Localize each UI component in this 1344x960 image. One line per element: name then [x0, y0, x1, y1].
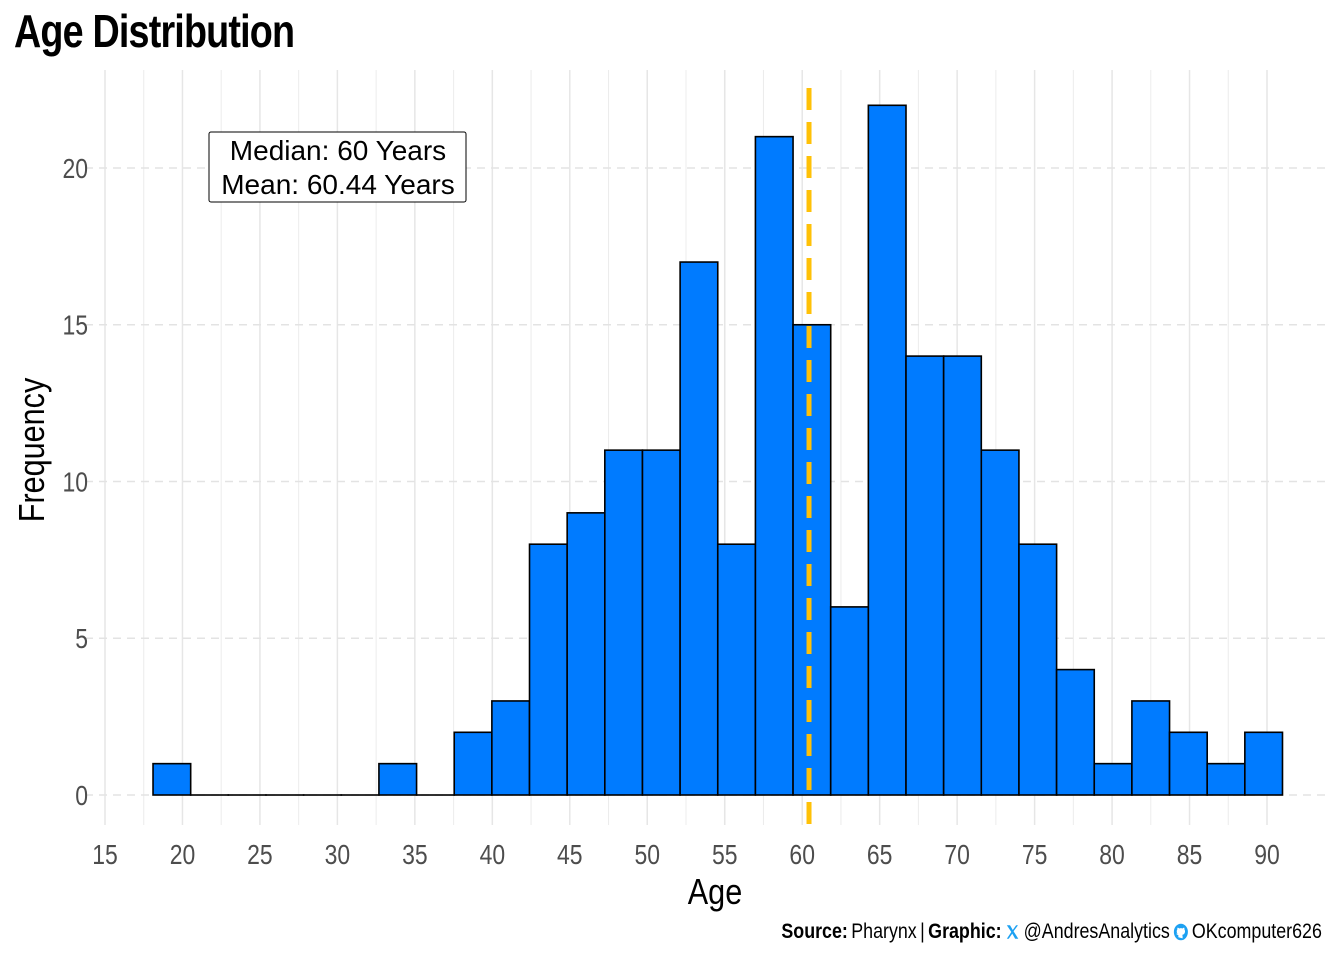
caption-source-label: Source:	[781, 920, 848, 943]
annotation-median: Median: 60 Years	[230, 135, 446, 166]
caption-x-handle[interactable]: @AndresAnalytics	[1023, 920, 1170, 943]
histogram-bar	[528, 543, 568, 796]
x-axis-title: Age	[688, 873, 742, 913]
x-tick-label: 75	[1022, 840, 1048, 871]
x-tick-label: 50	[635, 840, 661, 871]
histogram-bar	[829, 606, 870, 796]
x-tick-label: 15	[92, 840, 118, 871]
histogram-bar	[792, 323, 832, 796]
stats-annotation: Median: 60 Years Mean: 60.44 Years	[208, 131, 467, 203]
x-tick-label: 20	[170, 840, 196, 871]
histogram-bar	[641, 449, 681, 796]
y-tick-label: 5	[75, 624, 88, 655]
histogram-bar	[491, 700, 531, 796]
y-tick-label: 0	[75, 781, 88, 812]
x-tick-label: 70	[944, 840, 970, 871]
x-tick-label: 45	[557, 840, 583, 871]
x-tick-label: 35	[402, 840, 428, 871]
histogram-bar	[1093, 762, 1133, 796]
histogram-bar	[867, 104, 907, 796]
x-tick-label: 25	[247, 840, 273, 871]
histogram-bar	[754, 135, 794, 796]
histogram-bar	[1018, 543, 1058, 796]
caption: Source: Pharynx | Graphic: @AndresAnalyt…	[782, 920, 1322, 944]
caption-separator: |	[920, 920, 925, 943]
x-tick-label: 40	[480, 840, 506, 871]
histogram-bar	[1206, 762, 1246, 796]
histogram-bar	[1131, 700, 1171, 796]
y-axis-title: Frequency	[13, 377, 53, 522]
caption-graphic-label: Graphic:	[928, 920, 1002, 943]
github-icon	[1173, 923, 1188, 941]
y-tick-label: 20	[62, 154, 88, 185]
histogram-bar	[905, 355, 945, 796]
x-tick-label: 55	[712, 840, 738, 871]
x-logo-icon	[1007, 925, 1019, 939]
annotation-mean: Mean: 60.44 Years	[221, 169, 455, 200]
x-tick-label: 85	[1177, 840, 1203, 871]
histogram-bar	[604, 449, 644, 796]
x-tick-labels: 15 20 25 30 35 40 45 50 55 60 65 70 75 80 85 90	[92, 840, 1280, 871]
x-tick-label: 30	[325, 840, 351, 871]
histogram-bar	[378, 762, 418, 796]
histogram-bar	[1168, 731, 1208, 796]
histogram-bar	[716, 543, 757, 796]
y-tick-label: 10	[62, 467, 88, 498]
x-tick-label: 65	[867, 840, 893, 871]
histogram-bar	[152, 762, 192, 796]
x-tick-label: 80	[1099, 840, 1125, 871]
x-tick-label: 90	[1254, 840, 1280, 871]
caption-source-value: Pharynx	[851, 920, 917, 943]
chart-title: Age Distribution	[14, 5, 295, 57]
histogram-bar	[566, 512, 606, 796]
y-tick-labels: 0 5 10 15 20	[62, 154, 88, 812]
histogram-bar	[453, 731, 493, 796]
x-tick-label: 60	[789, 840, 815, 871]
histogram-bar	[1055, 668, 1096, 796]
histogram-bar	[942, 355, 983, 796]
histogram-bar	[980, 449, 1020, 796]
histogram-bar	[679, 261, 719, 796]
histogram-bar	[1244, 731, 1284, 796]
caption-github-handle[interactable]: OKcomputer626	[1192, 920, 1322, 943]
histogram-bars	[152, 104, 1284, 796]
y-tick-label: 15	[62, 311, 88, 342]
